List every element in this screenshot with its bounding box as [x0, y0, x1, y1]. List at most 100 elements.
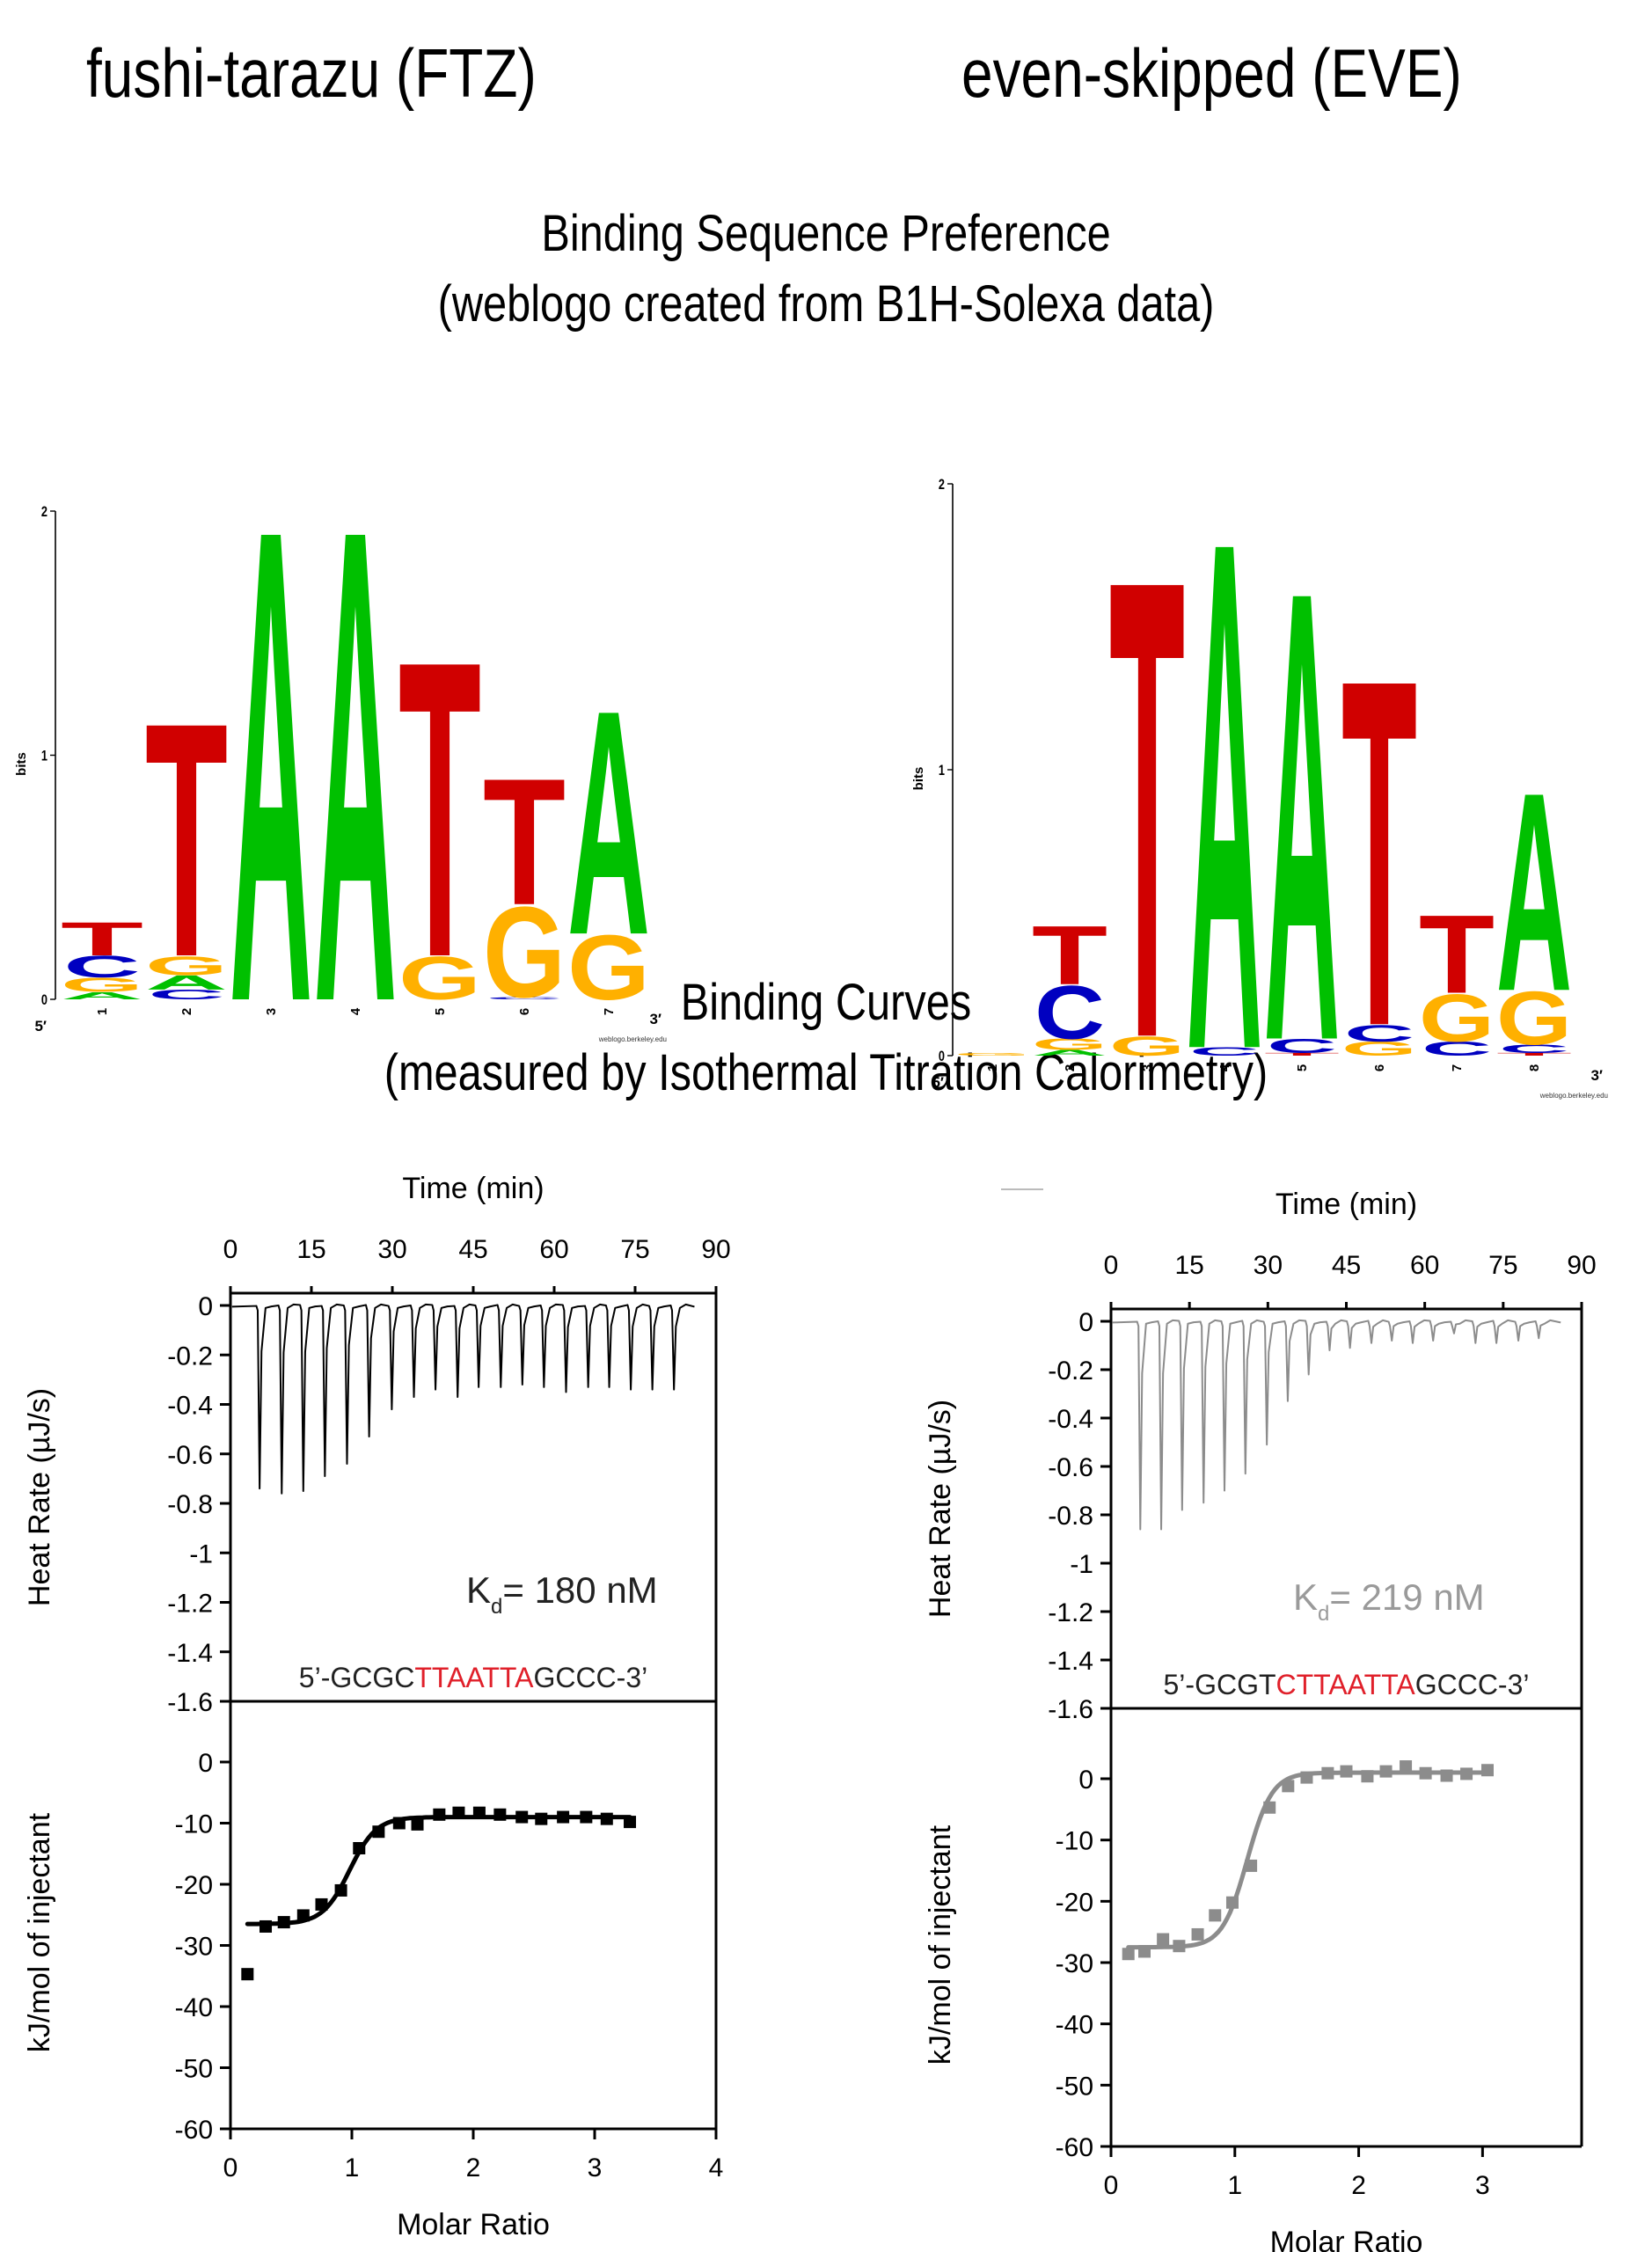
logo-letter-T: T [145, 654, 228, 1027]
enthalpy-tick-label: 0 [198, 1749, 213, 1778]
enthalpy-tick-label: 0 [1078, 1766, 1093, 1795]
binding-data-point [1440, 1769, 1453, 1782]
binding-data-point [1225, 1896, 1239, 1909]
logo-letter-A: A [314, 389, 397, 1143]
heat-rate-tick-label: -0.6 [1048, 1453, 1093, 1482]
binding-fit-curve [245, 1815, 632, 1927]
logo-letter-T: T [1419, 893, 1495, 1017]
time-tick-label: 75 [1488, 1251, 1517, 1280]
enthalpy-axis-label: kJ/mol of injectant [23, 1812, 56, 2052]
time-axis-label: Time (min) [402, 1172, 544, 1205]
heat-rate-tick-label: -1.2 [167, 1590, 213, 1619]
logo-letter-T: T [1496, 1052, 1572, 1057]
logo-letter-G: G [954, 1052, 1030, 1057]
heat-rate-tick-label: 0 [198, 1292, 213, 1321]
logo-footer-credit: weblogo.berkeley.edu [598, 1035, 667, 1043]
logo-position-label: 4 [1217, 1064, 1232, 1071]
enthalpy-tick-label: -30 [1056, 1949, 1093, 1978]
time-tick-label: 30 [1254, 1251, 1283, 1280]
logo-letter-C: C [1267, 1035, 1337, 1057]
kd-label: Kd= 219 nM [1293, 1576, 1485, 1626]
logo-letter-T: T [398, 573, 481, 1045]
binding-data-point [1122, 1948, 1135, 1961]
logo-letter-T: T [1032, 909, 1107, 1002]
enthalpy-tick-label: -40 [1056, 2011, 1093, 2040]
logo-position-label: 5 [433, 1008, 448, 1015]
logo-letter-A: A [230, 389, 312, 1143]
binding-data-point [580, 1810, 593, 1824]
time-tick-label: 30 [377, 1235, 406, 1264]
binding-data-point [259, 1919, 273, 1933]
enthalpy-axis-label: kJ/mol of injectant [924, 1824, 957, 2065]
logo-letter-C: C [1189, 1045, 1260, 1058]
heat-rate-tick-label: -0.8 [1048, 1502, 1093, 1531]
logo-letter-G: G [61, 974, 143, 997]
logo-position-label: 8 [1527, 1064, 1542, 1071]
logo-letter-C: C [1422, 1038, 1492, 1060]
molar-ratio-tick-label: 0 [1104, 2171, 1119, 2200]
time-tick-label: 60 [539, 1235, 568, 1264]
time-tick-label: 45 [458, 1235, 487, 1264]
binding-data-point [624, 1816, 637, 1829]
binding-data-point [241, 1968, 254, 1981]
molar-ratio-tick-label: 4 [709, 2153, 724, 2183]
logo-letter-A: A [1187, 391, 1262, 1202]
heat-rate-tick-label: -1.6 [1048, 1695, 1093, 1724]
binding-data-point [372, 1825, 385, 1839]
logo-footer-credit: weblogo.berkeley.edu [1539, 1092, 1608, 1100]
logo-position-label: 4 [348, 1007, 363, 1015]
thermogram-frame [229, 1291, 718, 1703]
logo-position-label: 2 [1063, 1064, 1078, 1071]
molar-ratio-tick-label: 3 [1475, 2171, 1490, 2200]
logo-letter-T: T [1341, 576, 1417, 1129]
binding-fit-curve [1126, 1770, 1490, 1950]
logo-letter-C: C [1034, 970, 1105, 1056]
dna-sequence-suffix: GCCC-3’ [1415, 1669, 1530, 1700]
molar-ratio-tick-label: 2 [466, 2153, 481, 2183]
logo-letter-G: G [398, 944, 481, 1013]
binding-data-point [433, 1808, 446, 1821]
binding-data-point [1263, 1801, 1276, 1814]
logo-letter-T: T [1109, 442, 1185, 1174]
heat-rate-tick-label: -0.8 [167, 1490, 213, 1519]
molar-ratio-axis-label: Molar Ratio [1270, 2226, 1423, 2252]
dna-sequence: 5’-GCGTCTTAATTAGCCC-3’ [1164, 1669, 1530, 1700]
thermogram-trace [1112, 1319, 1561, 1531]
logo-letter-C: C [486, 997, 562, 1000]
kd-symbol: K [1293, 1576, 1318, 1618]
logo-y-tick-label: 1 [939, 762, 945, 779]
kd-value: = 180 nM [502, 1569, 657, 1611]
logo-letter-C: C [1344, 1020, 1414, 1046]
logo-three-prime-label: 3′ [1590, 1067, 1603, 1084]
logo-y-tick-label: 1 [41, 748, 48, 764]
logo-position-label: 7 [1450, 1064, 1465, 1071]
logo-y-axis-label: bits [911, 767, 926, 791]
molar-ratio-tick-label: 2 [1351, 2171, 1366, 2200]
logo-three-prime-label: 3′ [649, 1011, 662, 1027]
time-tick-label: 45 [1332, 1251, 1361, 1280]
logo-position-label: 7 [602, 1008, 617, 1015]
heat-rate-axis-label: Heat Rate (µJ/s) [23, 1388, 56, 1606]
binding-data-point [1460, 1767, 1473, 1780]
dna-sequence: 5’-GCGCTTAATTAGCCC-3’ [299, 1662, 647, 1693]
heat-rate-tick-label: -1.2 [1048, 1598, 1093, 1627]
enthalpy-tick-label: -40 [175, 1993, 213, 2022]
binding-data-point [411, 1817, 424, 1831]
binding-data-point [452, 1806, 465, 1819]
dna-sequence-suffix: GCCC-3’ [533, 1662, 647, 1693]
kd-value: = 219 nM [1329, 1576, 1484, 1618]
binding-data-point [1245, 1859, 1258, 1872]
time-tick-label: 0 [1104, 1251, 1119, 1280]
binding-data-point [557, 1810, 570, 1824]
time-tick-label: 0 [223, 1235, 238, 1264]
logo-letter-A: A [1264, 457, 1340, 1175]
binding-data-point [296, 1909, 310, 1922]
heat-rate-tick-label: -0.2 [167, 1342, 213, 1371]
binding-data-point [1340, 1765, 1353, 1778]
dna-sequence-core: CTTAATTA [1276, 1669, 1416, 1700]
molar-ratio-axis-label: Molar Ratio [397, 2208, 550, 2241]
logo-letter-G: G [1496, 976, 1572, 1062]
molar-ratio-tick-label: 0 [223, 2153, 238, 2183]
